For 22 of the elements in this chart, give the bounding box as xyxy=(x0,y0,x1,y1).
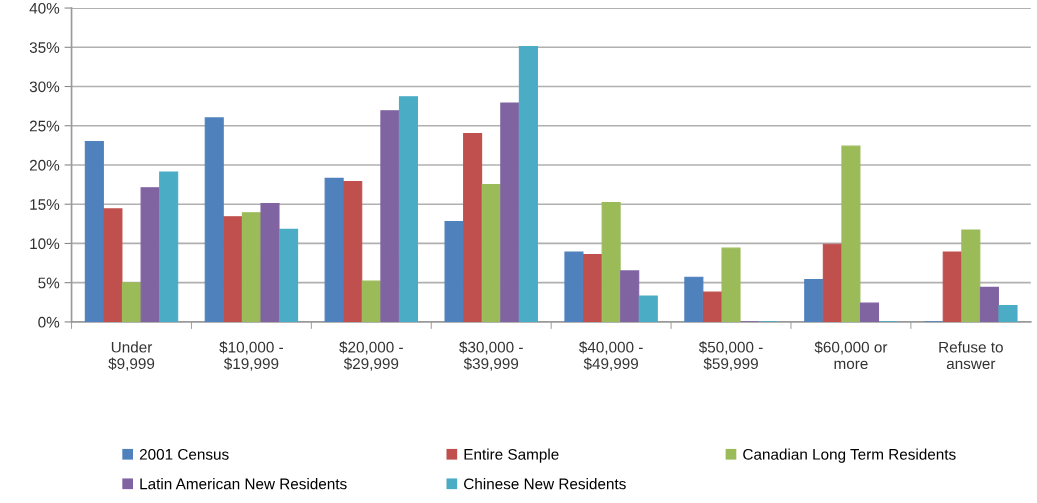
x-tick-label: $10,000 - $19,999 xyxy=(219,341,284,371)
legend-label: Entire Sample xyxy=(464,448,559,463)
x-tick-label: $30,000 - $39,999 xyxy=(459,341,523,371)
x-tick-label: $20,000 - $29,999 xyxy=(339,341,403,371)
y-tick-label: 10% xyxy=(30,238,60,250)
y-tick-label: 5% xyxy=(38,277,60,289)
y-tick-label: 15% xyxy=(30,199,60,210)
x-tick-label: Refuse to answer xyxy=(939,341,1003,370)
y-tick-label: 0% xyxy=(38,316,60,328)
legend-label: Latin American New Residents xyxy=(140,478,347,490)
x-tick-label: $50,000 - $59,999 xyxy=(698,341,763,371)
legend-label: 2001 Census xyxy=(139,448,229,460)
x-tick-label: $40,000 - $49,999 xyxy=(579,341,643,371)
y-tick-label: 40% xyxy=(29,2,60,14)
y-tick-label: 20% xyxy=(29,159,60,171)
x-tick-label: Under $9,999 xyxy=(108,341,155,371)
x-tick-label: $60,000 or more xyxy=(814,341,888,370)
y-tick-label: 25% xyxy=(29,120,60,132)
y-tick-label: 35% xyxy=(29,42,60,53)
legend-label: Chinese New Residents xyxy=(464,478,626,490)
legend-label: Canadian Long Term Residents xyxy=(743,448,956,463)
y-tick-label: 30% xyxy=(29,81,60,93)
